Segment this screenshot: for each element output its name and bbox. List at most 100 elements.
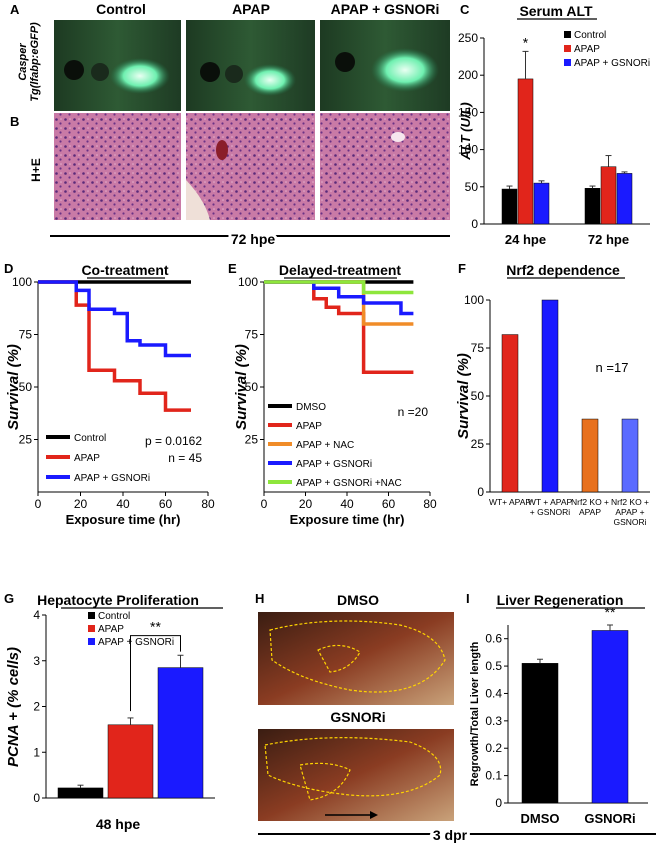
legend-label: APAP [574,44,600,55]
y-tick-label: 200 [458,68,478,82]
fish-image-apap [186,20,315,111]
y-tick-label: 100 [238,275,258,289]
bar [57,787,104,799]
x-tick-label: APAP [579,507,601,517]
y-tick-label: 50 [471,389,485,403]
legend-label: Control [98,611,130,622]
legend-swatch [88,638,95,645]
y-tick-label: 0.1 [485,769,502,783]
liver-photo-gsnori [258,729,454,821]
y-tick-label: 0.2 [485,741,502,755]
fish-image-control [54,20,181,111]
chart-title: Liver Regeneration [497,592,624,608]
time-label-3dpr: 3 dpr [433,827,468,843]
chart-annotation: n =17 [596,360,629,375]
y-tick-label: 2 [33,700,40,714]
bar [591,630,629,804]
legend-label: APAP + GSNORi [74,473,150,484]
x-axis-label: Exposure time (hr) [66,512,181,527]
y-tick-label: 25 [471,437,485,451]
col-header-control: Control [96,1,146,17]
photo-label-dmso: DMSO [337,592,379,608]
legend-label: APAP [296,421,322,432]
x-tick-label: 80 [423,497,437,511]
chart-title: Hepatocyte Proliferation [37,592,199,608]
x-axis-label: 48 hpe [96,816,141,832]
y-tick-label: 1 [33,745,40,759]
panel-letter-f: F [458,261,466,276]
legend-label: APAP + GSNORi [296,459,372,470]
y-tick-label: 3 [33,654,40,668]
legend-label: APAP + GSNORi [574,58,650,69]
y-axis-label: Regrowth/Total Liver length [469,641,481,786]
x-tick-label: 24 hpe [505,232,546,247]
y-axis-label: Survival (%) [5,344,22,430]
col-header-apap: APAP [232,1,270,17]
chart-title: Nrf2 dependence [506,262,620,278]
x-tick-label: 20 [74,497,88,511]
row-label-line2: Tg(lfabp:eGFP) [29,22,41,102]
histology-image-apap [186,113,315,220]
chart-annotation: p = 0.0162 [145,434,202,448]
histology-image-control [54,113,181,220]
legend-label: APAP + NAC [296,440,354,451]
panel-letter-g: G [4,591,14,606]
legend-label: APAP + GSNORi [98,637,174,648]
chart-f: 0 25 50 75 100 Nrf2 dependence Survival (%) WT+… [455,262,650,527]
y-tick-label: 50 [19,380,33,394]
y-tick-label: 100 [458,143,478,157]
bar [517,78,534,225]
y-tick-label: 0.5 [485,659,502,673]
x-tick-label: 60 [382,497,396,511]
legend-label: APAP [98,624,124,635]
x-tick-label: WT + APAP [528,497,573,507]
bar [600,166,617,225]
y-tick-label: 0 [33,791,40,805]
y-axis-label: Survival (%) [233,344,250,430]
bar [616,173,633,225]
chart-title: Serum ALT [519,3,593,19]
x-tick-label: 20 [299,497,313,511]
y-axis-label: ALT (U/L) [458,102,473,161]
row-label-b: H+E [29,158,43,182]
legend-label: Control [74,433,106,444]
legend-label: APAP [74,453,100,464]
survival-line [264,280,414,375]
bar [501,334,519,493]
x-tick-label: 0 [35,497,42,511]
time-label-72hpe: 72 hpe [231,231,276,247]
x-tick-label: 80 [201,497,215,511]
y-axis-label: Survival (%) [455,353,472,439]
y-tick-label: 50 [465,180,479,194]
legend-label: Control [574,30,606,41]
y-tick-label: 0.4 [485,686,502,700]
bar [107,724,154,799]
bar [501,188,518,225]
significance-marker: * [523,34,529,50]
y-tick-label: 100 [12,275,32,289]
histology-image-apap-gsnori [320,113,450,220]
y-tick-label: 0 [471,217,478,231]
row-label-a: Casper Tg(lfabp:eGFP) [17,22,41,102]
chart-i: 0 0.1 0.2 0.3 0.4 0.5 0.6 Liver Regeneration Reg… [469,592,648,826]
y-tick-label: 250 [458,31,478,45]
bar [533,182,550,225]
significance-bracket [130,635,181,712]
panel-letter-h: H [255,591,264,606]
legend-swatch [564,31,571,38]
chart-annotation: n = 45 [168,451,202,465]
survival-line [38,280,191,412]
panel-letter-b: B [10,114,19,129]
legend-label: APAP + GSNORi +NAC [296,478,402,489]
y-tick-label: 25 [245,433,259,447]
x-axis-label: Exposure time (hr) [290,512,405,527]
survival-line [38,280,191,358]
legend-swatch [564,45,571,52]
fish-image-apap-gsnori [320,20,450,111]
y-tick-label: 150 [458,105,478,119]
panel-letter-i: I [466,591,470,606]
he-label: H+E [29,158,43,182]
bar [584,188,601,225]
x-tick-label: GSNORi [584,811,635,826]
